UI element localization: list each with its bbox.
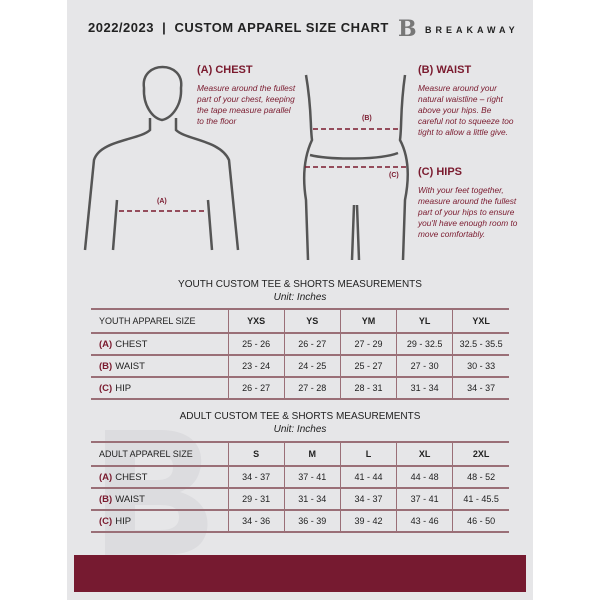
row-label: CHEST bbox=[115, 338, 148, 350]
measurement-cell: 31 - 34 bbox=[283, 488, 341, 511]
measurement-cell: 30 - 33 bbox=[452, 355, 509, 378]
measurement-cell: 25 - 27 bbox=[339, 355, 397, 378]
size-header: YXS bbox=[227, 308, 285, 334]
measurement-cell: 46 - 50 bbox=[452, 510, 509, 533]
row-label: HIP bbox=[115, 382, 132, 394]
adult-unit: Unit: Inches bbox=[273, 424, 327, 435]
measurement-cell: 34 - 37 bbox=[227, 466, 285, 489]
row-tag: (B) bbox=[99, 493, 113, 505]
measurement-cell: 48 - 52 bbox=[452, 466, 509, 489]
footer-band bbox=[74, 555, 526, 592]
chest-marker: (A) bbox=[157, 198, 167, 205]
measurement-cell: 27 - 30 bbox=[396, 355, 453, 378]
measurement-cell: 32.5 - 35.5 bbox=[452, 333, 509, 356]
table-row: (C) HIP 26 - 27 27 - 28 28 - 31 31 - 34 34 - 3… bbox=[91, 377, 509, 400]
size-header: YM bbox=[339, 308, 397, 334]
table-header-row: YOUTH APPAREL SIZE YXS YS YM YL YXL bbox=[91, 308, 509, 334]
measurement-cell: 41 - 45.5 bbox=[452, 488, 509, 511]
waist-description: Measure around your natural waistline – … bbox=[418, 83, 514, 137]
measurement-cell: 31 - 34 bbox=[396, 377, 453, 400]
lower-body-figure bbox=[303, 74, 409, 261]
table-row: (B) WAIST 23 - 24 24 - 25 25 - 27 27 - 30 30 -… bbox=[91, 355, 509, 378]
measurement-cell: 29 - 31 bbox=[227, 488, 285, 511]
brand-logo-icon: B bbox=[398, 16, 417, 42]
row-label: HIP bbox=[115, 515, 132, 527]
chest-description: Measure around the fullest part of your … bbox=[197, 83, 296, 126]
chest-heading: (A) CHEST bbox=[197, 64, 253, 76]
hips-heading: (C) HIPS bbox=[418, 166, 462, 178]
brand-name: BREAKAWAY bbox=[425, 25, 519, 35]
measurement-cell: 41 - 44 bbox=[339, 466, 397, 489]
upper-body-figure bbox=[83, 65, 240, 251]
measurement-cell: 28 - 31 bbox=[339, 377, 397, 400]
table-row: (A) CHEST 25 - 26 26 - 27 27 - 29 29 - 32.5 32… bbox=[91, 333, 509, 356]
table-header-row: ADULT APPAREL SIZE S M L XL 2XL bbox=[91, 441, 509, 467]
measurement-cell: 24 - 25 bbox=[283, 355, 341, 378]
measurement-cell: 34 - 37 bbox=[339, 488, 397, 511]
table-row: (C) HIP 34 - 36 36 - 39 39 - 42 43 - 46 46 - 5… bbox=[91, 510, 509, 533]
measurement-cell: 23 - 24 bbox=[227, 355, 285, 378]
hips-description: With your feet together, measure around … bbox=[418, 185, 518, 239]
measurement-cell: 44 - 48 bbox=[396, 466, 453, 489]
body-illustrations bbox=[83, 65, 409, 261]
measurement-cell: 34 - 37 bbox=[452, 377, 509, 400]
row-tag: (A) bbox=[99, 471, 113, 483]
measurement-cell: 43 - 46 bbox=[396, 510, 453, 533]
measurement-cell: 27 - 28 bbox=[283, 377, 341, 400]
row-label: WAIST bbox=[115, 493, 145, 505]
page-title: 2022/2023 | CUSTOM APPAREL SIZE CHART bbox=[88, 20, 389, 35]
measurement-cell: 25 - 26 bbox=[227, 333, 285, 356]
table-row: (A) CHEST 34 - 37 37 - 41 41 - 44 44 - 48 48 -… bbox=[91, 466, 509, 489]
youth-unit: Unit: Inches bbox=[273, 292, 327, 303]
row-tag: (A) bbox=[99, 338, 113, 350]
adult-table-title: ADULT CUSTOM TEE & SHORTS MEASUREMENTS bbox=[179, 411, 421, 422]
adult-size-table: ADULT APPAREL SIZE S M L XL 2XL (A) CHEST 34 - 3… bbox=[91, 441, 509, 533]
size-header: L bbox=[339, 441, 397, 467]
header-label: ADULT APPAREL SIZE bbox=[91, 441, 228, 467]
hips-marker: (C) bbox=[389, 172, 399, 179]
row-tag: (C) bbox=[99, 382, 113, 394]
size-header: S bbox=[227, 441, 285, 467]
header-label: YOUTH APPAREL SIZE bbox=[91, 308, 228, 334]
youth-table-title: YOUTH CUSTOM TEE & SHORTS MEASUREMENTS bbox=[178, 279, 422, 290]
measurement-cell: 29 - 32.5 bbox=[396, 333, 453, 356]
row-label: CHEST bbox=[115, 471, 148, 483]
measurement-cell: 36 - 39 bbox=[283, 510, 341, 533]
waist-marker: (B) bbox=[362, 115, 372, 122]
measurement-cell: 26 - 27 bbox=[227, 377, 285, 400]
measurement-cell: 27 - 29 bbox=[339, 333, 397, 356]
table-row: (B) WAIST 29 - 31 31 - 34 34 - 37 37 - 41 41 -… bbox=[91, 488, 509, 511]
measurement-cell: 39 - 42 bbox=[339, 510, 397, 533]
measurement-cell: 34 - 36 bbox=[227, 510, 285, 533]
size-header: YS bbox=[283, 308, 341, 334]
measurement-cell: 26 - 27 bbox=[283, 333, 341, 356]
row-tag: (C) bbox=[99, 515, 113, 527]
size-header: YL bbox=[396, 308, 453, 334]
size-header: 2XL bbox=[452, 441, 509, 467]
youth-size-table: YOUTH APPAREL SIZE YXS YS YM YL YXL (A) CHEST 25… bbox=[91, 308, 509, 400]
row-label: WAIST bbox=[115, 360, 145, 372]
measurement-cell: 37 - 41 bbox=[283, 466, 341, 489]
measurement-cell: 37 - 41 bbox=[396, 488, 453, 511]
waist-heading: (B) WAIST bbox=[418, 64, 472, 76]
size-header: YXL bbox=[452, 308, 509, 334]
size-header: M bbox=[283, 441, 341, 467]
size-header: XL bbox=[396, 441, 453, 467]
row-tag: (B) bbox=[99, 360, 113, 372]
